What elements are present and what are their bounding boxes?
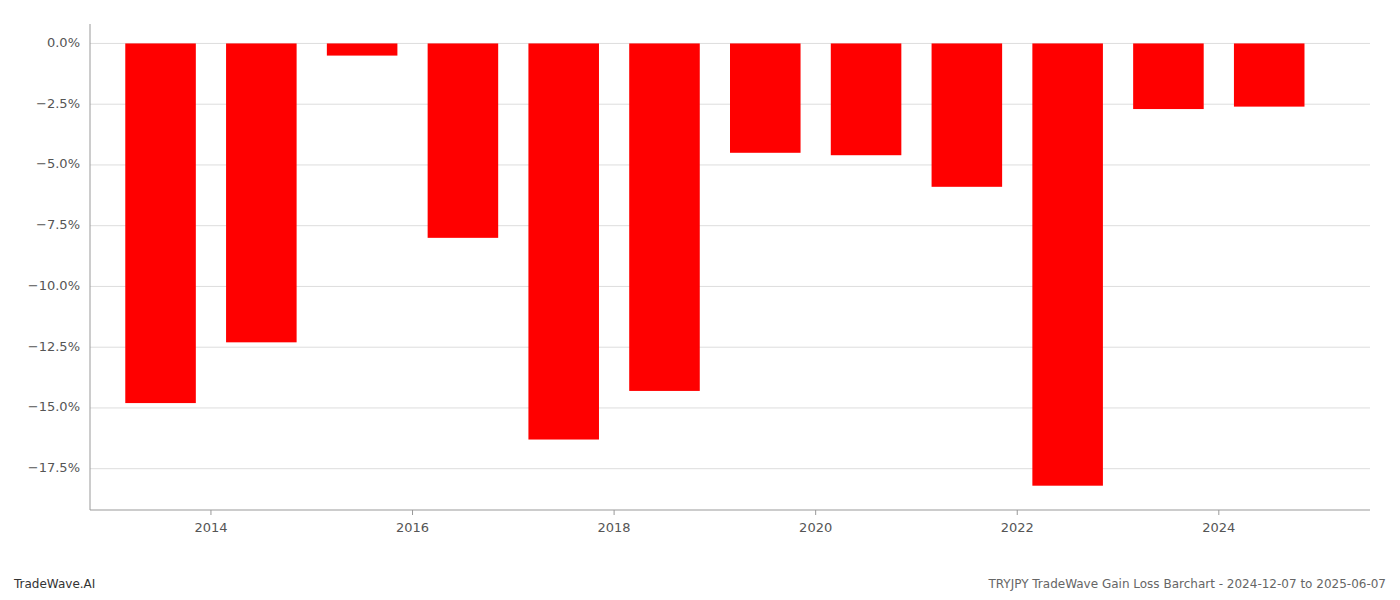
x-tick [412, 510, 413, 515]
x-ticks: 2014 2016 2018 2020 2022 2024 [194, 510, 1235, 535]
bar [1032, 43, 1103, 485]
y-grid [90, 43, 1370, 468]
x-tick [210, 510, 211, 515]
x-tick-label: 2014 [194, 520, 227, 535]
x-tick [815, 510, 816, 515]
bars [125, 43, 1304, 485]
bar [327, 43, 398, 55]
chart-container: 0.0% −2.5% −5.0% −7.5% −10.0% −12.5% −15.0% −17… [0, 0, 1400, 600]
y-tick-label: −12.5% [28, 339, 80, 354]
x-tick [1017, 510, 1018, 515]
y-tick-label: −10.0% [28, 278, 80, 293]
x-tick [1218, 510, 1219, 515]
y-tick-label: −15.0% [28, 399, 80, 414]
grid-line [90, 407, 1370, 408]
x-tick [614, 510, 615, 515]
grid-line [90, 347, 1370, 348]
x-tick-label: 2020 [799, 520, 832, 535]
bar [528, 43, 599, 439]
y-tick-label: −7.5% [36, 217, 80, 232]
bar [1133, 43, 1204, 109]
bar [932, 43, 1003, 186]
bar [831, 43, 902, 155]
bar [428, 43, 499, 237]
bar [730, 43, 801, 152]
chart-svg: 0.0% −2.5% −5.0% −7.5% −10.0% −12.5% −15.0% −17… [0, 0, 1400, 600]
x-tick-label: 2018 [598, 520, 631, 535]
bar [1234, 43, 1305, 106]
y-tick-labels: 0.0% −2.5% −5.0% −7.5% −10.0% −12.5% −15.0% −17… [28, 35, 80, 475]
footer-left: TradeWave.AI [13, 577, 95, 591]
x-axis-line [90, 510, 1370, 511]
x-tick-label: 2016 [396, 520, 429, 535]
y-tick-label: −17.5% [28, 460, 80, 475]
y-tick-label: −5.0% [36, 156, 80, 171]
y-axis-line [90, 24, 91, 510]
bar [629, 43, 700, 390]
y-tick-label: −2.5% [36, 96, 80, 111]
y-tick-label: 0.0% [47, 35, 80, 50]
x-tick-label: 2022 [1001, 520, 1034, 535]
grid-line [90, 468, 1370, 469]
x-tick-label: 2024 [1202, 520, 1235, 535]
footer-right: TRYJPY TradeWave Gain Loss Barchart - 20… [987, 577, 1386, 591]
bar [125, 43, 196, 403]
bar [226, 43, 297, 342]
